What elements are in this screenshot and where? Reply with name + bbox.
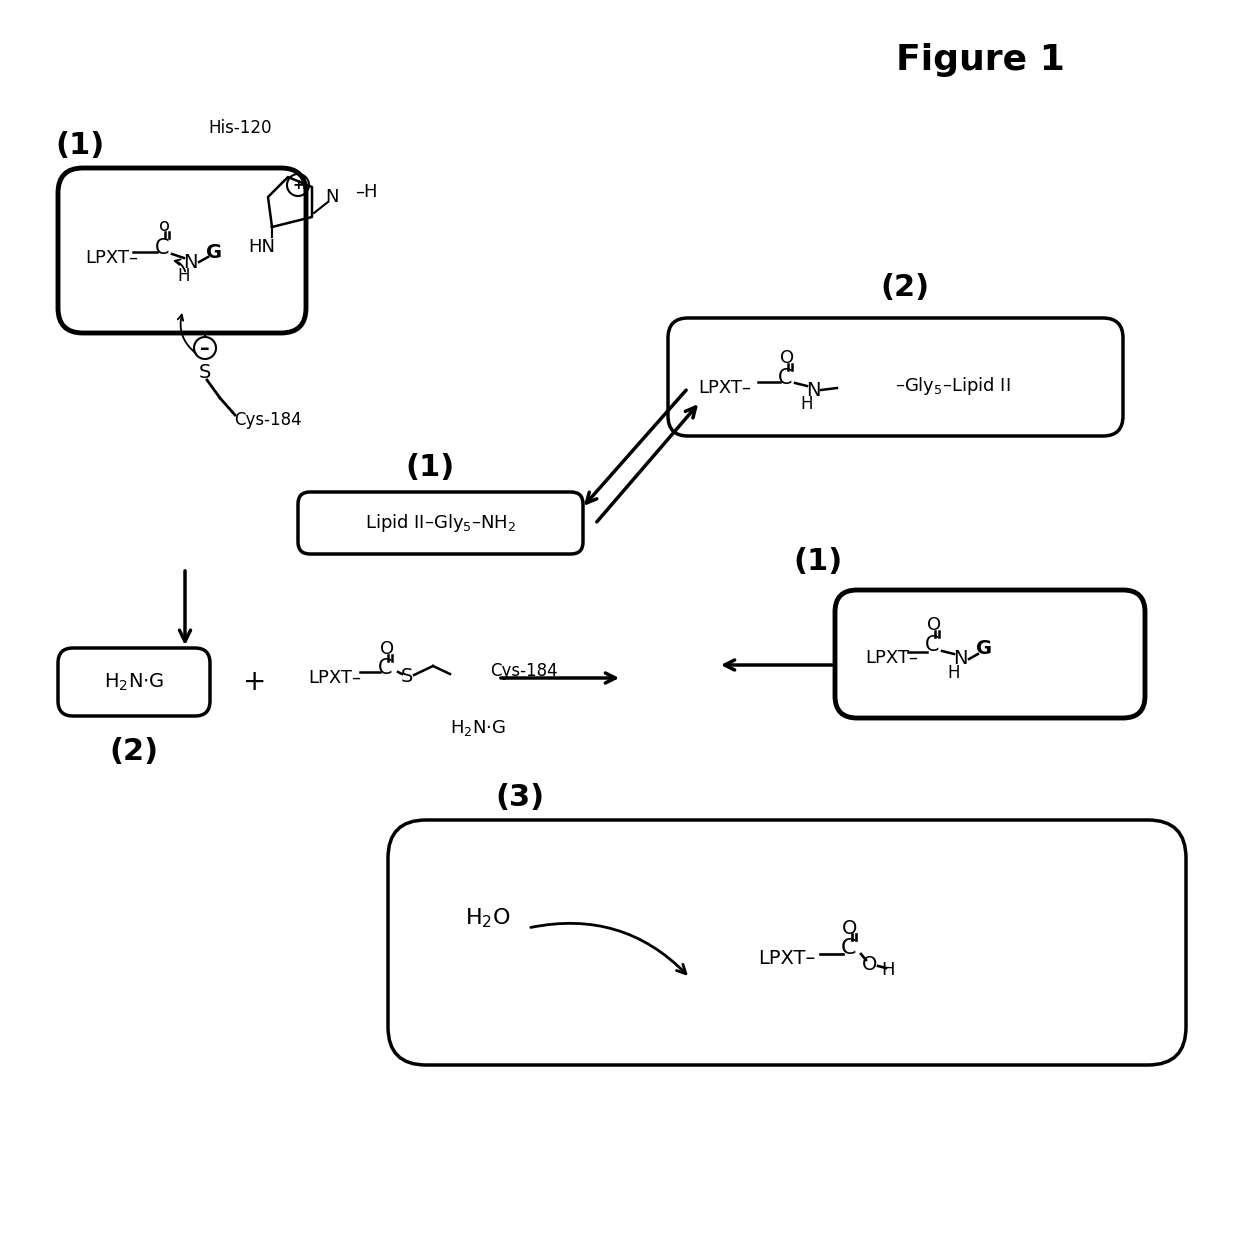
- Text: (1): (1): [405, 453, 455, 483]
- Text: H$_2$N$\cdot$G: H$_2$N$\cdot$G: [450, 718, 506, 738]
- Text: O: O: [780, 348, 794, 367]
- Text: O: O: [928, 616, 941, 634]
- Text: C: C: [841, 938, 856, 959]
- Text: –H: –H: [355, 182, 377, 201]
- Text: C: C: [925, 635, 939, 655]
- Text: HN: HN: [248, 238, 275, 255]
- Text: S: S: [401, 668, 413, 687]
- Text: G: G: [976, 639, 992, 658]
- Text: LPXT–: LPXT–: [86, 249, 138, 267]
- Text: LPXT–: LPXT–: [866, 649, 918, 667]
- Text: N: N: [182, 253, 197, 272]
- Text: H: H: [882, 961, 895, 979]
- Text: N: N: [952, 649, 967, 668]
- Text: Cys-184: Cys-184: [490, 662, 558, 681]
- Text: (2): (2): [880, 273, 930, 302]
- Text: +: +: [293, 177, 304, 192]
- Text: C: C: [155, 238, 169, 258]
- Text: H$_2$O: H$_2$O: [465, 906, 511, 930]
- FancyBboxPatch shape: [58, 169, 306, 333]
- FancyBboxPatch shape: [298, 492, 583, 554]
- Text: –Gly$_5$–Lipid II: –Gly$_5$–Lipid II: [895, 375, 1011, 398]
- Text: O: O: [842, 918, 858, 937]
- Text: (2): (2): [109, 737, 159, 766]
- Text: O: O: [862, 955, 878, 974]
- Text: C: C: [777, 369, 792, 387]
- Text: C: C: [378, 658, 392, 678]
- Text: His-120: His-120: [208, 120, 272, 137]
- Text: Lipid II–Gly$_5$–NH$_2$: Lipid II–Gly$_5$–NH$_2$: [365, 512, 516, 533]
- Text: N: N: [806, 380, 820, 400]
- Text: –: –: [200, 338, 210, 357]
- Text: H: H: [947, 664, 960, 682]
- Text: H: H: [177, 267, 190, 286]
- Text: LPXT–: LPXT–: [308, 669, 361, 687]
- Text: G: G: [206, 243, 222, 262]
- Text: +: +: [243, 668, 267, 696]
- FancyBboxPatch shape: [388, 820, 1185, 1066]
- Text: LPXT–: LPXT–: [698, 379, 751, 398]
- FancyBboxPatch shape: [58, 648, 210, 716]
- Text: N: N: [325, 187, 339, 206]
- Text: (3): (3): [496, 784, 544, 813]
- Text: LPXT–: LPXT–: [758, 949, 816, 967]
- Text: Cys-184: Cys-184: [234, 411, 301, 429]
- Text: (1): (1): [794, 547, 843, 576]
- Text: o: o: [159, 216, 170, 235]
- Text: S: S: [198, 362, 211, 381]
- Text: (1): (1): [56, 131, 104, 160]
- FancyBboxPatch shape: [835, 590, 1145, 718]
- Text: O: O: [379, 640, 394, 658]
- Text: H$_2$N$\cdot$G: H$_2$N$\cdot$G: [104, 672, 164, 693]
- Text: H: H: [801, 395, 813, 413]
- FancyBboxPatch shape: [668, 318, 1123, 437]
- Text: Figure 1: Figure 1: [895, 43, 1064, 77]
